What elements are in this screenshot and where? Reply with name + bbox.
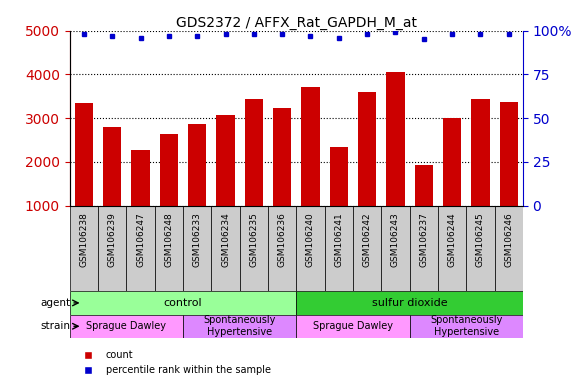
Bar: [466, 206, 494, 291]
Text: GSM106247: GSM106247: [136, 213, 145, 267]
Bar: [103, 127, 121, 250]
Bar: [183, 206, 211, 291]
Text: Sprague Dawley: Sprague Dawley: [313, 321, 393, 331]
Text: GSM106242: GSM106242: [363, 213, 372, 267]
Text: GSM106239: GSM106239: [107, 213, 117, 267]
Bar: [245, 99, 263, 250]
Bar: [381, 206, 410, 291]
Bar: [386, 72, 404, 250]
Bar: [296, 206, 325, 291]
Text: sulfur dioxide: sulfur dioxide: [372, 298, 447, 308]
Text: GSM106236: GSM106236: [278, 213, 286, 267]
Text: GSM106237: GSM106237: [419, 213, 428, 267]
Bar: [500, 102, 518, 250]
Bar: [438, 206, 466, 291]
Bar: [273, 108, 291, 250]
Bar: [70, 206, 98, 291]
Bar: [131, 150, 150, 250]
Bar: [160, 134, 178, 250]
Text: GSM106241: GSM106241: [334, 213, 343, 267]
Bar: [443, 118, 461, 250]
Bar: [296, 291, 523, 314]
Text: Spontaneously
Hypertensive: Spontaneously Hypertensive: [203, 315, 276, 337]
Bar: [415, 165, 433, 250]
Bar: [329, 147, 348, 250]
Bar: [325, 206, 353, 291]
Bar: [216, 115, 235, 250]
Bar: [70, 291, 296, 314]
Text: Sprague Dawley: Sprague Dawley: [87, 321, 166, 331]
Bar: [494, 206, 523, 291]
Bar: [70, 314, 183, 338]
Bar: [268, 206, 296, 291]
Text: agent: agent: [40, 298, 70, 308]
Text: GSM106243: GSM106243: [391, 213, 400, 267]
Bar: [471, 99, 490, 250]
Text: control: control: [164, 298, 202, 308]
Legend: count, percentile rank within the sample: count, percentile rank within the sample: [74, 346, 275, 379]
Text: GSM106248: GSM106248: [164, 213, 173, 267]
Text: GSM106234: GSM106234: [221, 213, 230, 267]
Text: GSM106245: GSM106245: [476, 213, 485, 267]
Bar: [155, 206, 183, 291]
Text: strain: strain: [40, 321, 70, 331]
Text: GSM106233: GSM106233: [193, 213, 202, 267]
Text: GSM106244: GSM106244: [447, 213, 457, 267]
Bar: [353, 206, 381, 291]
Bar: [127, 206, 155, 291]
Bar: [75, 103, 93, 250]
Bar: [188, 124, 206, 250]
Bar: [239, 206, 268, 291]
Bar: [98, 206, 126, 291]
Bar: [358, 93, 376, 250]
Text: GSM106238: GSM106238: [80, 213, 88, 267]
Title: GDS2372 / AFFX_Rat_GAPDH_M_at: GDS2372 / AFFX_Rat_GAPDH_M_at: [176, 16, 417, 30]
Text: GSM106240: GSM106240: [306, 213, 315, 267]
Text: GSM106246: GSM106246: [504, 213, 513, 267]
Bar: [410, 314, 523, 338]
Bar: [296, 314, 410, 338]
Bar: [211, 206, 239, 291]
Bar: [183, 314, 296, 338]
Bar: [302, 87, 320, 250]
Text: Spontaneously
Hypertensive: Spontaneously Hypertensive: [430, 315, 503, 337]
Text: GSM106235: GSM106235: [249, 213, 259, 267]
Bar: [410, 206, 438, 291]
